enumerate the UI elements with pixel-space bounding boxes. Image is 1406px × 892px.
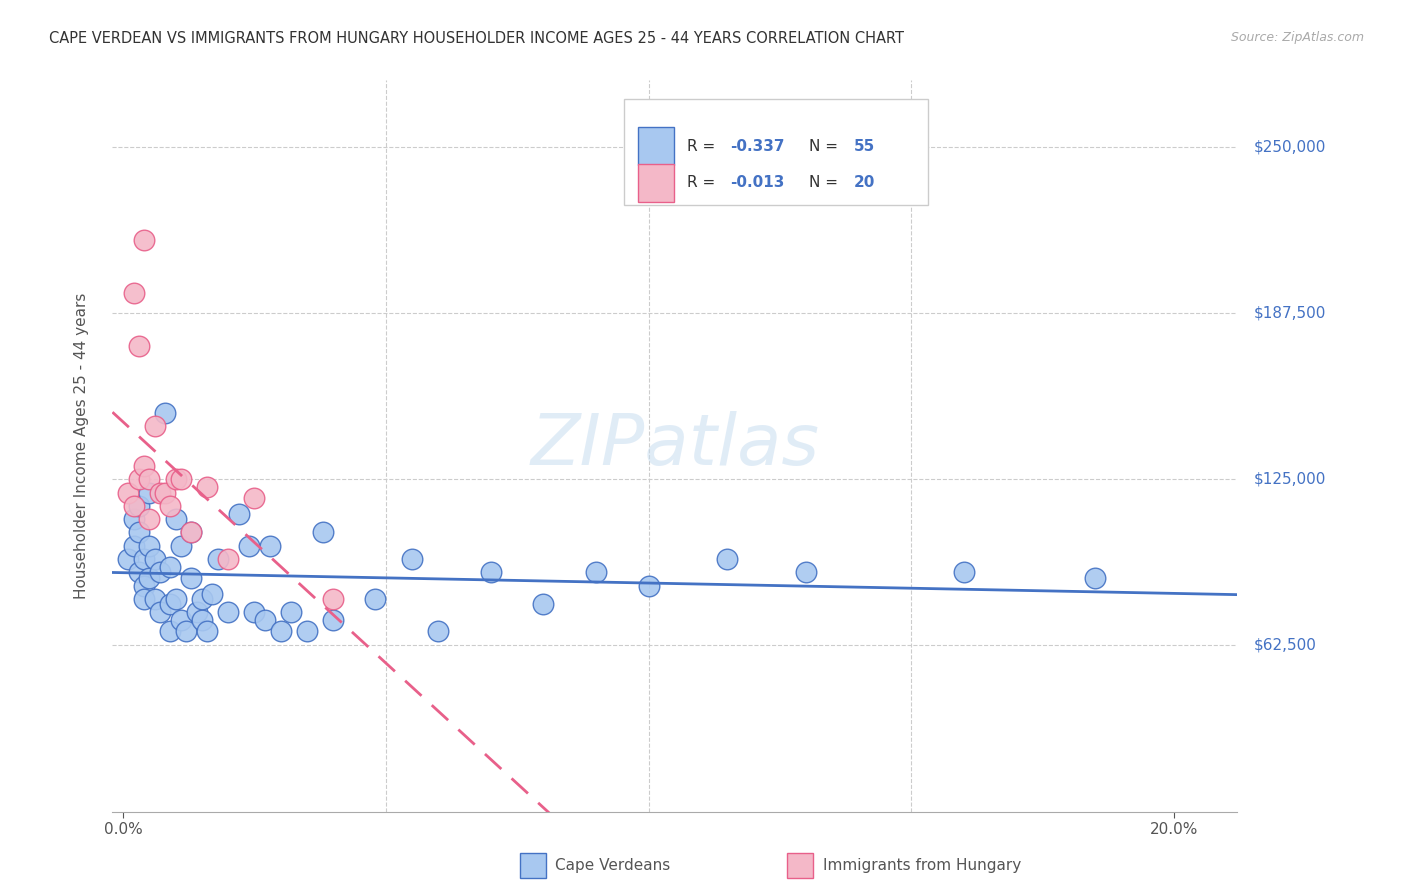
Point xyxy=(401,552,423,566)
Point xyxy=(138,512,160,526)
Point xyxy=(195,624,218,638)
Point xyxy=(128,472,150,486)
Bar xyxy=(624,99,928,204)
Point xyxy=(122,539,145,553)
Text: ZIPatlas: ZIPatlas xyxy=(530,411,820,481)
Y-axis label: Householder Income Ages 25 - 44 years: Householder Income Ages 25 - 44 years xyxy=(75,293,89,599)
Point xyxy=(132,579,155,593)
Point xyxy=(174,624,197,638)
Point xyxy=(364,591,387,606)
Point xyxy=(180,525,202,540)
Point xyxy=(159,597,181,611)
Text: Source: ZipAtlas.com: Source: ZipAtlas.com xyxy=(1230,31,1364,45)
Text: R =: R = xyxy=(688,138,720,153)
Point xyxy=(1084,571,1107,585)
Point xyxy=(153,406,176,420)
Point xyxy=(322,591,344,606)
Point xyxy=(143,591,166,606)
Point xyxy=(191,591,214,606)
Point xyxy=(159,560,181,574)
Point xyxy=(143,552,166,566)
Point xyxy=(165,472,187,486)
Point xyxy=(117,485,139,500)
Point xyxy=(217,605,239,619)
Point xyxy=(191,613,214,627)
Text: -0.337: -0.337 xyxy=(730,138,785,153)
Point xyxy=(132,591,155,606)
Bar xyxy=(638,127,673,165)
Point xyxy=(295,624,318,638)
Text: $187,500: $187,500 xyxy=(1254,306,1326,320)
Point xyxy=(312,525,335,540)
Point xyxy=(217,552,239,566)
Point xyxy=(128,525,150,540)
Point xyxy=(153,485,176,500)
Point xyxy=(165,591,187,606)
Point xyxy=(180,571,202,585)
Point xyxy=(128,499,150,513)
Text: R =: R = xyxy=(688,175,720,190)
Text: $125,000: $125,000 xyxy=(1254,472,1326,487)
Point xyxy=(280,605,302,619)
Point xyxy=(122,286,145,301)
Point xyxy=(170,539,193,553)
Point xyxy=(170,472,193,486)
Text: 55: 55 xyxy=(853,138,875,153)
Point xyxy=(122,512,145,526)
Point xyxy=(149,485,172,500)
Point xyxy=(794,566,817,580)
Point xyxy=(138,571,160,585)
Text: $250,000: $250,000 xyxy=(1254,139,1326,154)
Point xyxy=(132,458,155,473)
Point xyxy=(243,605,266,619)
Point xyxy=(122,499,145,513)
Text: Immigrants from Hungary: Immigrants from Hungary xyxy=(823,858,1021,872)
Point xyxy=(716,552,738,566)
Point xyxy=(953,566,976,580)
Text: N =: N = xyxy=(808,175,842,190)
Point xyxy=(159,624,181,638)
Point xyxy=(138,485,160,500)
Text: -0.013: -0.013 xyxy=(730,175,785,190)
Point xyxy=(427,624,450,638)
Point xyxy=(195,480,218,494)
Point xyxy=(143,419,166,434)
Point xyxy=(533,597,555,611)
Point xyxy=(207,552,229,566)
Point xyxy=(128,339,150,353)
Text: N =: N = xyxy=(808,138,842,153)
Point xyxy=(253,613,276,627)
Point xyxy=(479,566,502,580)
Point xyxy=(243,491,266,505)
Bar xyxy=(638,163,673,202)
Point xyxy=(259,539,281,553)
Point xyxy=(132,233,155,247)
Point xyxy=(186,605,208,619)
Point xyxy=(165,512,187,526)
Point xyxy=(238,539,260,553)
Point xyxy=(117,552,139,566)
Point xyxy=(228,507,250,521)
Point xyxy=(270,624,292,638)
Point xyxy=(132,552,155,566)
Point xyxy=(138,539,160,553)
Point xyxy=(149,605,172,619)
Text: CAPE VERDEAN VS IMMIGRANTS FROM HUNGARY HOUSEHOLDER INCOME AGES 25 - 44 YEARS CO: CAPE VERDEAN VS IMMIGRANTS FROM HUNGARY … xyxy=(49,31,904,46)
Point xyxy=(149,566,172,580)
Point xyxy=(128,566,150,580)
Text: $62,500: $62,500 xyxy=(1254,638,1317,653)
Text: 20: 20 xyxy=(853,175,875,190)
Point xyxy=(138,472,160,486)
Point xyxy=(637,579,659,593)
Point xyxy=(159,499,181,513)
Point xyxy=(180,525,202,540)
Text: Cape Verdeans: Cape Verdeans xyxy=(555,858,671,872)
Point xyxy=(170,613,193,627)
Point xyxy=(585,566,607,580)
Point xyxy=(322,613,344,627)
Point xyxy=(201,586,224,600)
